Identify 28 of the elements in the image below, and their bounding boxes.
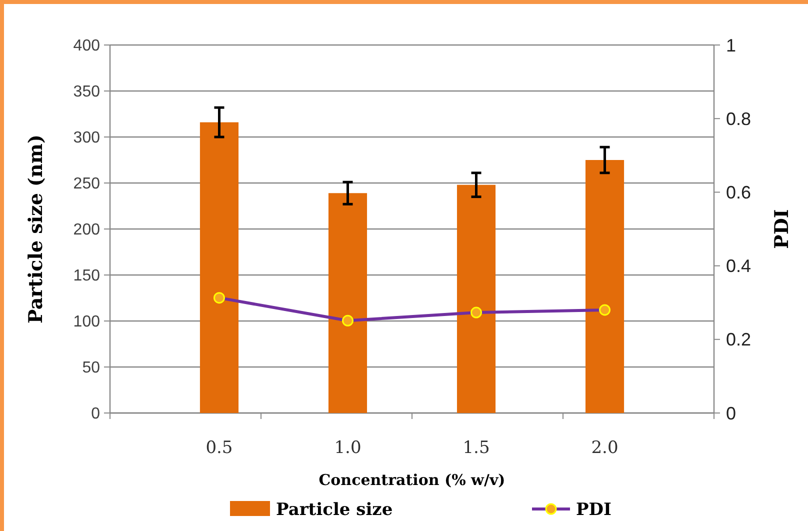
x-axis-title: Concentration (% w/v) <box>318 471 506 489</box>
x-tick-label: 0.5 <box>206 438 233 458</box>
y2-tick-label: 0.6 <box>726 182 752 202</box>
y2-tick-label: 0.4 <box>726 256 752 276</box>
x-tick-label: 1.0 <box>334 438 362 458</box>
y-tick-label: 300 <box>73 130 100 147</box>
y-tick-label: 400 <box>73 38 100 55</box>
y2-tick-label: 1 <box>726 35 736 56</box>
x-tick-label: 2.0 <box>591 438 618 458</box>
legend-label: PDI <box>576 500 612 520</box>
y-tick-label: 0 <box>91 406 100 423</box>
y2-tick-label: 0.2 <box>726 330 752 350</box>
bar <box>328 193 368 413</box>
y-tick-label: 200 <box>73 222 100 239</box>
bar <box>456 184 496 413</box>
y2-axis-title: PDI <box>771 209 793 249</box>
y-tick-label: 350 <box>73 84 100 101</box>
bar <box>200 122 239 413</box>
y-tick-label: 100 <box>73 314 100 331</box>
y-axis-title: Particle size (nm) <box>25 134 47 324</box>
y-tick-label: 50 <box>82 360 100 377</box>
y2-tick-label: 0.8 <box>726 108 752 129</box>
y-tick-label: 250 <box>73 176 100 193</box>
legend-label: Particle size <box>276 500 393 520</box>
y2-tick-label: 0 <box>726 403 736 424</box>
x-tick-label: 1.5 <box>462 438 490 458</box>
y-tick-label: 150 <box>73 268 100 285</box>
bar <box>585 160 624 413</box>
